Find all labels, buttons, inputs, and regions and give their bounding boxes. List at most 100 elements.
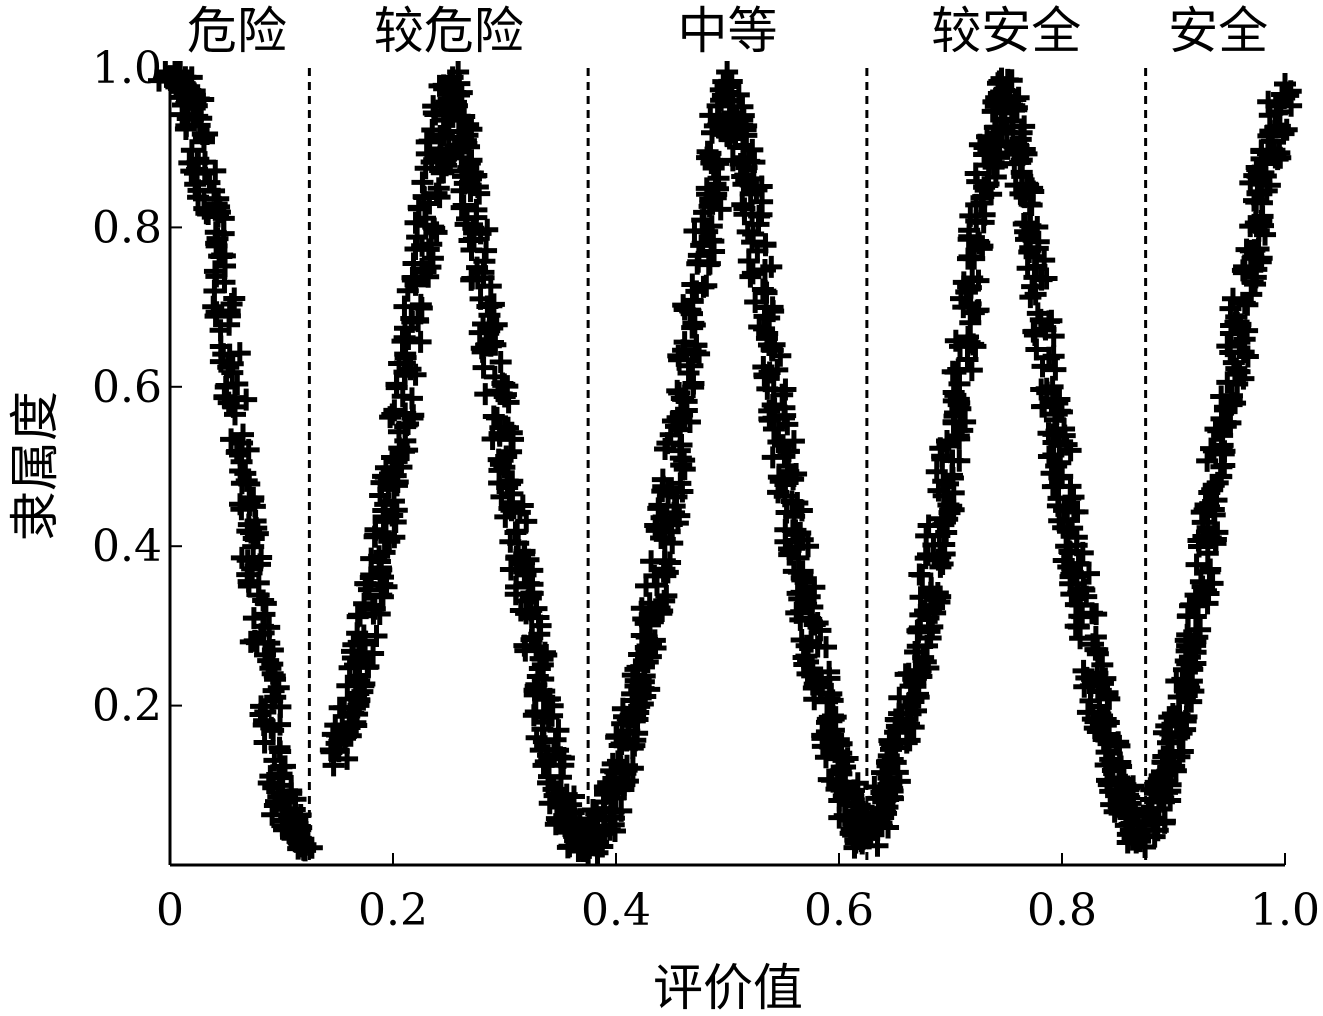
data-point [372,499,395,522]
data-point [242,489,265,512]
data-point [733,203,756,226]
x-tick-label: 0 [156,885,184,936]
data-point [947,358,970,381]
category-label: 中等 [678,2,778,60]
data-point [176,107,199,130]
data-point [635,625,658,648]
data-point [209,350,232,373]
data-point [537,771,560,794]
data-point [506,520,529,543]
data-point [967,230,990,253]
data-point [465,164,488,187]
data-point [1084,638,1107,661]
data-point [959,204,982,227]
data-point [455,207,478,230]
data-point [993,79,1016,102]
data-point [485,406,508,429]
data-point [955,280,978,303]
data-point [1024,283,1047,306]
data-point [814,746,837,769]
data-point [1010,161,1033,184]
data-point [364,518,387,541]
data-point [1116,823,1139,846]
data-point [1236,345,1259,368]
data-point [1250,140,1273,163]
data-point [744,290,767,313]
data-point [532,754,555,777]
data-point [402,266,425,289]
data-point [1096,769,1118,792]
data-point [292,838,315,861]
data-point [459,180,482,203]
y-tick-label: 0.2 [92,681,162,732]
data-point [651,468,674,491]
data-point [776,413,799,436]
data-point [1201,572,1224,595]
data-point [362,642,385,665]
data-point [528,623,551,646]
data-point [1031,395,1054,418]
data-point [349,604,372,627]
data-point [944,384,967,407]
data-point [829,759,852,782]
data-point [624,706,647,729]
data-point [528,657,551,680]
data-point [494,505,517,528]
data-point [579,830,602,853]
data-point [368,545,391,568]
data-point [205,301,228,324]
data-point [1187,594,1210,617]
data-point [1042,431,1065,454]
data-point [1277,84,1300,107]
data-point [247,571,270,594]
data-point [721,89,744,112]
data-point [643,564,666,587]
axes [168,68,1285,867]
data-point [1171,740,1194,763]
data-point [213,386,236,409]
data-point [695,274,718,297]
data-point [706,94,729,117]
data-point [1206,471,1229,494]
data-point [1161,702,1184,725]
data-point [472,266,495,289]
data-point [502,428,525,451]
data-point [173,84,196,107]
data-point [1018,193,1041,216]
data-point [334,727,357,750]
data-point [666,379,689,402]
data-point [942,411,965,434]
data-point [195,202,218,225]
x-tick-label: 1.0 [1250,885,1320,936]
x-tick-label: 0.4 [581,885,651,936]
boundary-lines [307,68,1148,865]
data-point [1222,351,1245,374]
data-point [1091,653,1114,676]
data-point [444,134,467,157]
data-point [1069,627,1092,650]
data-point [322,740,345,763]
data-point [535,643,558,666]
data-point [476,218,499,241]
data-points [148,61,1303,865]
data-point [409,330,432,353]
data-point [944,329,967,352]
data-point [668,504,691,527]
data-point [213,244,236,267]
x-tick-label: 0.8 [1027,885,1097,936]
data-point [268,736,291,759]
data-point [1059,541,1082,564]
data-point [989,82,1012,105]
data-point [1059,439,1082,462]
data-point [517,548,540,571]
data-point [615,754,638,777]
data-point [1025,255,1048,278]
data-point [1220,384,1243,407]
data-point [1216,335,1239,358]
data-point [236,520,259,543]
y-tick-label: 0.8 [92,202,162,253]
data-point [452,194,475,217]
data-point [1069,593,1092,616]
tick-labels: 0 0.2 0.4 0.6 0.8 1.0 0.2 0.4 0.6 0.8 1.0 [92,43,1320,936]
